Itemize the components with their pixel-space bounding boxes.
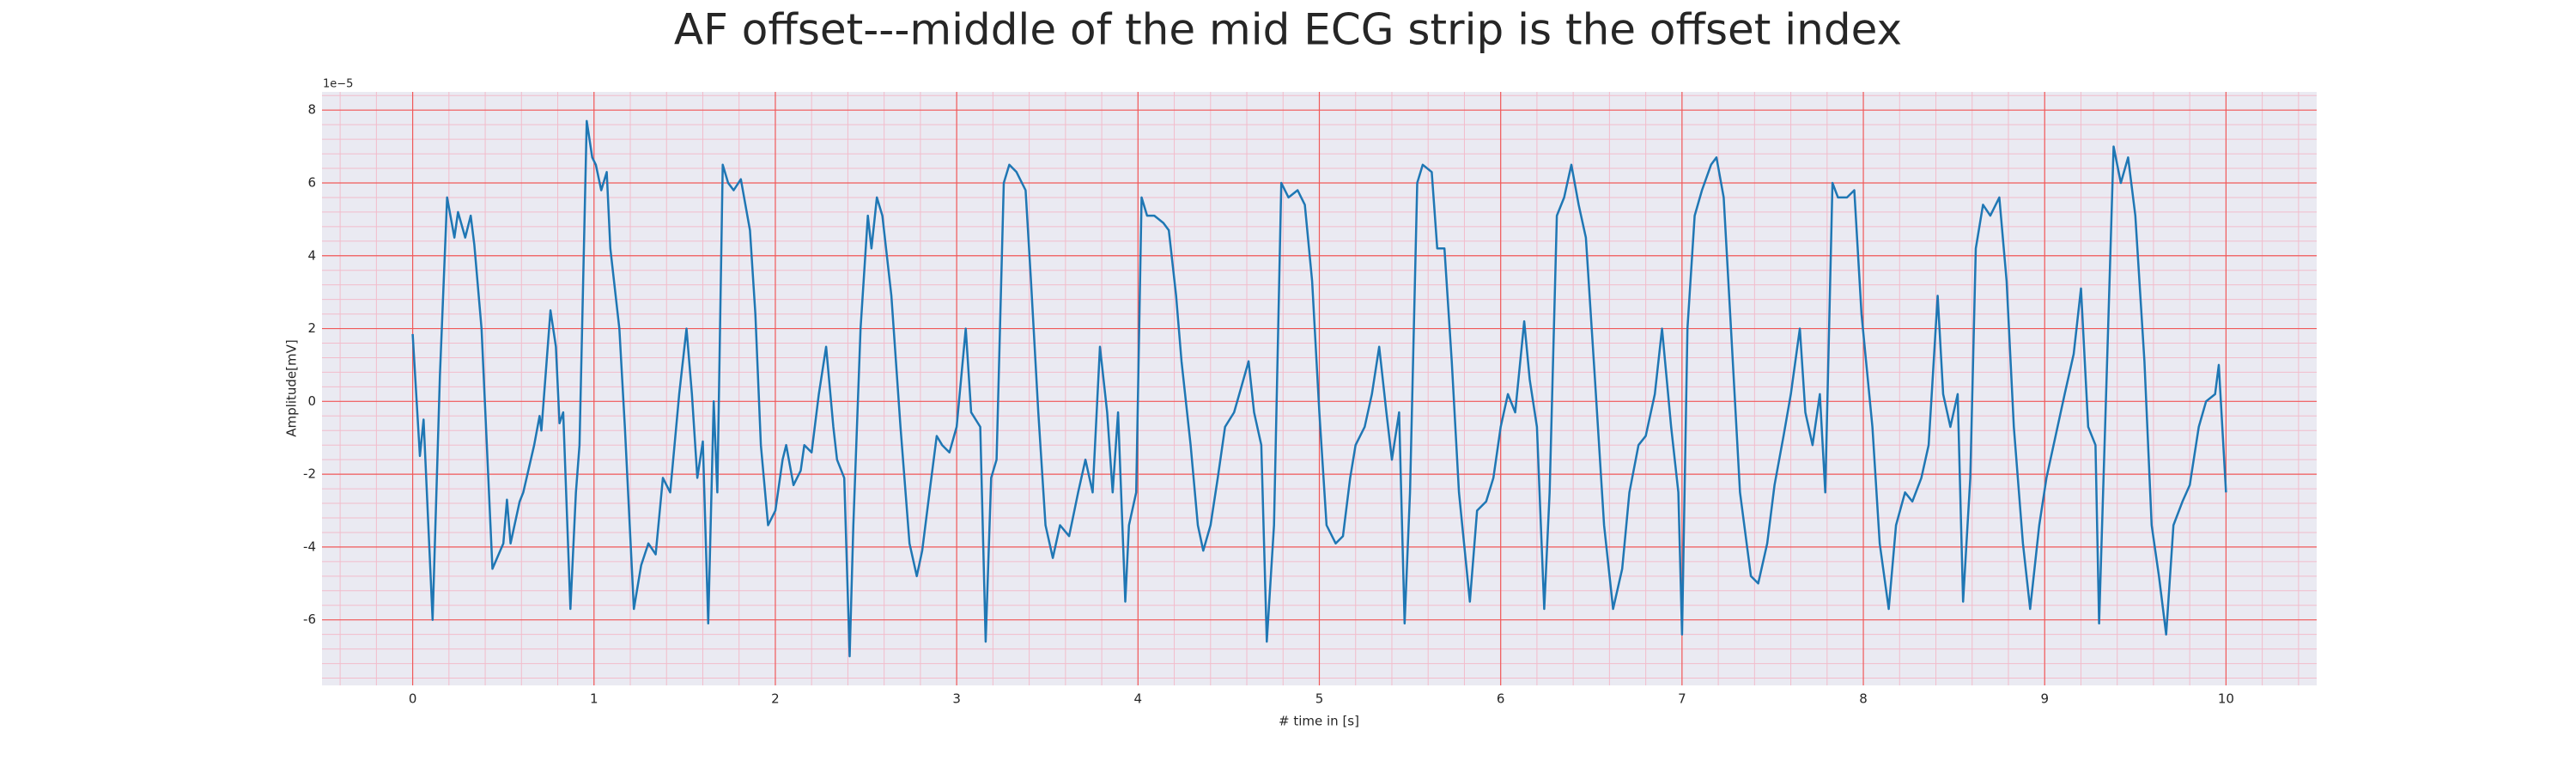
y-tick-label: -6 (303, 612, 316, 627)
ecg-line (411, 119, 2227, 658)
x-tick-label: 2 (771, 691, 780, 707)
x-tick-label: 10 (2218, 691, 2234, 707)
y-axis-label: Amplitude[mV] (284, 339, 300, 436)
y-tick-label: -4 (303, 539, 316, 554)
x-tick-label: 7 (1678, 691, 1686, 707)
x-tick-label: 0 (409, 691, 417, 707)
y-tick-label: 0 (307, 393, 316, 409)
x-tick-label: 5 (1315, 691, 1324, 707)
y-tick-label: 6 (307, 174, 316, 190)
y-tick-label: -2 (303, 466, 316, 482)
chart-title: AF offset---middle of the mid ECG strip … (674, 5, 1902, 55)
y-offset-label: 1e−5 (323, 78, 353, 91)
y-tick-label: 2 (307, 320, 316, 336)
x-tick-label: 8 (1859, 691, 1868, 707)
x-tick-label: 9 (2040, 691, 2049, 707)
x-tick-label: 6 (1497, 691, 1505, 707)
x-tick-label: 1 (590, 691, 598, 707)
x-tick-label: 3 (952, 691, 961, 707)
y-tick-label: 8 (307, 102, 316, 118)
x-axis-label: # time in [s] (1279, 714, 1359, 729)
y-tick-label: 4 (307, 247, 316, 263)
x-tick-label: 4 (1134, 691, 1143, 707)
